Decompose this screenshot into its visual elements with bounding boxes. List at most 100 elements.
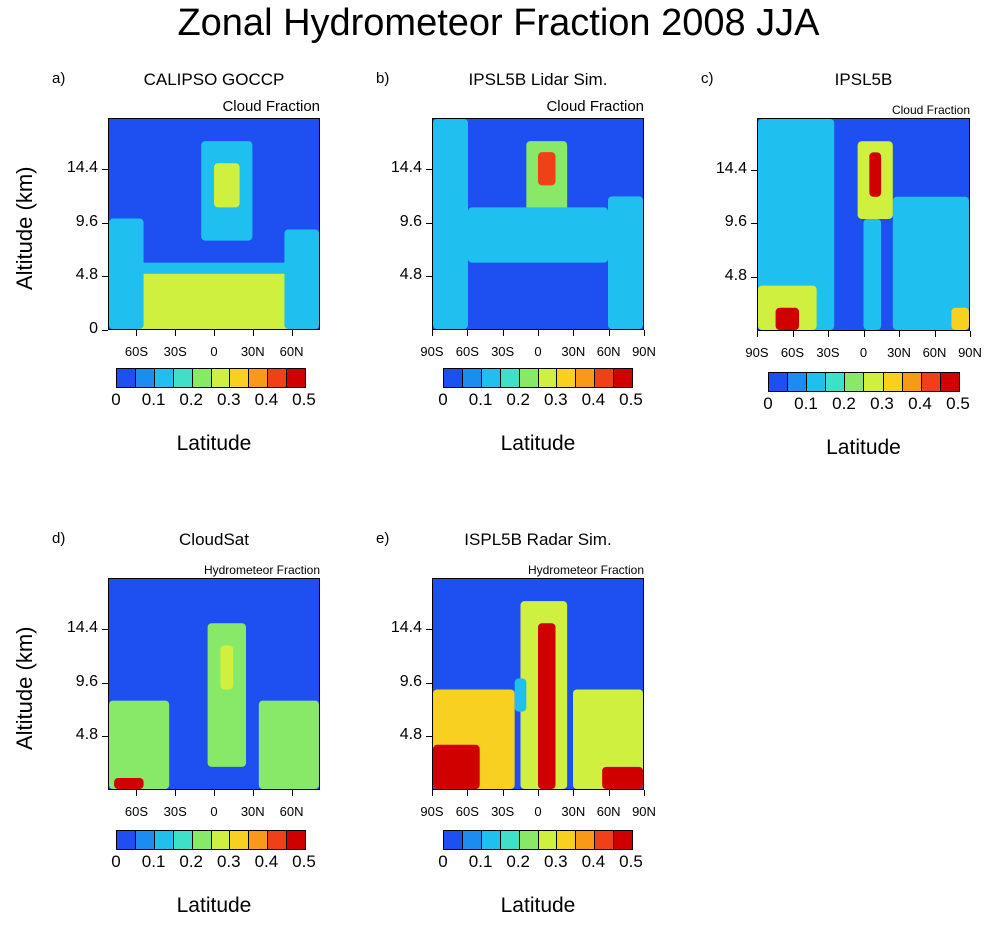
colorbar-swatch [538, 369, 558, 387]
colorbar-swatch [595, 831, 615, 849]
heatmap-svg [433, 119, 643, 329]
colorbar-tick-label: 0 [111, 852, 121, 871]
y-tick-mark [426, 629, 432, 631]
y-tick-label: 4.8 [75, 726, 98, 744]
heatmap-cell [573, 689, 643, 789]
y-tick-label: 14.4 [390, 159, 422, 177]
panel-title: ISPL5B Radar Sim. [464, 530, 612, 549]
panel-subtitle: Cloud Fraction [546, 98, 644, 115]
colorbar-swatch [249, 369, 269, 387]
x-tick-mark [644, 790, 645, 796]
heatmap-svg [433, 601, 643, 789]
colorbar-tick-label: 0.2 [179, 390, 203, 409]
x-tick-label: 60S [455, 804, 479, 819]
x-tick-mark [538, 330, 539, 336]
x-tick-label: 60N [596, 344, 621, 359]
x-tick-label: 0 [534, 344, 542, 359]
heatmap-cell [758, 119, 835, 330]
colorbar-tick-label: 0.3 [543, 852, 568, 871]
y-tick-label: 4.8 [399, 726, 422, 744]
x-tick-mark [291, 330, 293, 336]
x-tick-mark [136, 330, 138, 336]
x-tick-label: 30N [561, 804, 586, 819]
heatmap-svg [109, 623, 319, 789]
y-axis-label: Altitude (km) [12, 626, 37, 750]
colorbar-swatch [557, 831, 577, 849]
x-tick-label: 60S [124, 344, 148, 359]
colorbar-swatch [462, 369, 482, 387]
x-axis-label: Latitude [176, 432, 252, 455]
x-tick-mark [252, 330, 254, 336]
colorbar-tick-label: 0.4 [254, 852, 279, 871]
colorbar [116, 368, 306, 388]
heatmap-cell [602, 766, 643, 789]
heatmap-cell [109, 218, 144, 329]
panel-subtitle: Hydrometeor Fraction [203, 563, 320, 577]
heatmap-cell [608, 196, 643, 329]
panel-subtitle: Cloud Fraction [222, 98, 320, 115]
x-tick-label: 90N [958, 345, 982, 360]
colorbar-swatch [135, 831, 155, 849]
colorbar-swatch [940, 373, 959, 391]
y-tick-mark [102, 736, 108, 738]
colorbar-swatch [462, 831, 482, 849]
x-tick-mark [573, 790, 575, 796]
colorbar-tick-label: 0.1 [468, 390, 493, 409]
x-tick-mark [175, 790, 177, 796]
y-tick-mark [426, 276, 432, 278]
colorbar-tick-label: 0.5 [619, 852, 643, 871]
heatmap-cell [892, 196, 969, 330]
x-tick-label: 60S [455, 344, 479, 359]
x-tick-mark [467, 330, 469, 336]
panel-title: CALIPSO GOCCP [143, 70, 285, 89]
y-tick-label: 9.6 [724, 213, 747, 231]
y-tick-label: 9.6 [75, 672, 98, 690]
colorbar-tick-label: 0.2 [506, 852, 530, 871]
colorbar-swatch [614, 369, 633, 387]
y-tick-mark [102, 276, 108, 278]
x-tick-label: 60N [279, 804, 304, 819]
colorbar-swatch [500, 369, 520, 387]
heatmap-cell [214, 163, 240, 208]
colorbar-swatch [444, 831, 463, 849]
x-tick-label: 30N [561, 344, 586, 359]
colorbar [443, 368, 633, 388]
x-tick-label: 30S [491, 344, 515, 359]
y-tick-label: 14.4 [715, 159, 747, 177]
colorbar-swatch [826, 373, 846, 391]
colorbar-tick-label: 0.5 [946, 394, 970, 413]
colorbar-swatch [845, 373, 865, 391]
panel-label: a) [52, 70, 66, 87]
heatmap-plot [432, 118, 644, 330]
x-tick-label: 30N [240, 344, 265, 359]
x-tick-mark [608, 330, 610, 336]
colorbar [116, 830, 306, 850]
colorbar-tick-label: 0 [111, 390, 121, 409]
colorbar-swatch [117, 831, 136, 849]
panel-title: IPSL5B Lidar Sim. [468, 70, 608, 89]
colorbar-swatch [268, 369, 288, 387]
y-tick-mark [426, 736, 432, 738]
y-tick-mark [102, 222, 108, 224]
x-tick-mark [792, 331, 794, 337]
colorbar-swatch [287, 369, 306, 387]
colorbar-swatch [576, 369, 596, 387]
y-tick-label: 0 [89, 320, 98, 337]
x-tick-mark [934, 331, 936, 337]
colorbar-swatch [538, 831, 558, 849]
x-tick-label: 90S [420, 344, 444, 359]
colorbar-swatch [921, 373, 941, 391]
heatmap-plot [108, 578, 320, 790]
heatmap-cell [869, 152, 882, 197]
x-tick-mark [644, 330, 645, 336]
heatmap-plot [757, 118, 970, 331]
colorbar-swatch [769, 373, 789, 391]
figure-title: Zonal Hydrometeor Fraction 2008 JJA [177, 2, 820, 44]
colorbar-swatch [883, 373, 903, 391]
colorbar-swatch [444, 369, 463, 387]
colorbar-swatch [481, 831, 501, 849]
x-axis-label: Latitude [500, 432, 576, 455]
colorbar-swatch [807, 373, 827, 391]
x-tick-mark [538, 790, 539, 796]
heatmap-cell [114, 777, 144, 789]
